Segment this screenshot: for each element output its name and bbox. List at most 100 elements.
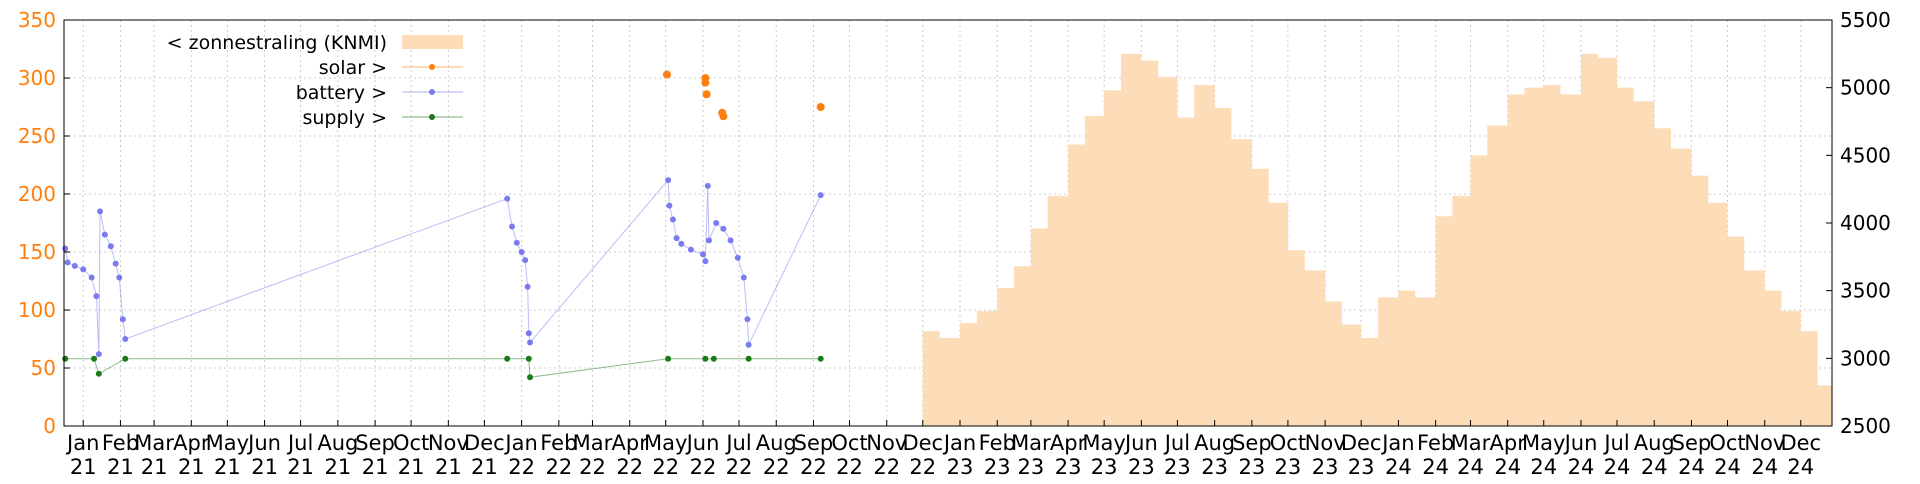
x-tick-label-year: 24 <box>1678 455 1705 479</box>
x-tick-label-year: 24 <box>1422 455 1449 479</box>
y-tick-label: 150 <box>18 240 56 264</box>
series-1 <box>662 70 825 121</box>
x-tick-label-year: 24 <box>1494 455 1521 479</box>
data-point <box>701 78 710 87</box>
data-point <box>95 370 102 377</box>
x-tick-label-month: Jun <box>685 431 720 455</box>
data-point <box>702 355 709 362</box>
series-line <box>64 178 822 355</box>
x-tick-label-year: 22 <box>508 455 535 479</box>
data-point <box>525 330 532 337</box>
data-point <box>504 355 511 362</box>
x-tick-label-month: Feb <box>979 431 1016 455</box>
series-layer <box>62 70 825 381</box>
data-point <box>702 90 711 99</box>
x-tick-label-month: Jul <box>1163 431 1190 455</box>
x-tick-label-month: Apr <box>173 431 210 455</box>
area-layer <box>922 53 1832 426</box>
data-point <box>62 245 69 252</box>
data-point <box>518 249 525 255</box>
x-tick-label-month: Apr <box>1490 431 1527 455</box>
x-tick-label-year: 22 <box>909 455 936 479</box>
data-point <box>817 192 824 199</box>
x-tick-label-month: Sep <box>794 431 834 455</box>
data-point <box>524 283 531 290</box>
x-tick-label-year: 22 <box>763 455 790 479</box>
x-tick-label-year: 22 <box>579 455 606 479</box>
data-point <box>704 182 711 189</box>
series-line <box>65 358 821 378</box>
y2-tick-label: 5500 <box>1840 8 1891 32</box>
x-tick-label-month: Oct <box>393 431 429 455</box>
x-tick-label-year: 24 <box>1457 455 1484 479</box>
x-tick-label-year: 21 <box>362 455 389 479</box>
x-tick-label-month: Oct <box>1709 431 1745 455</box>
x-tick-label-year: 21 <box>251 455 278 479</box>
x-tick-label-year: 22 <box>873 455 900 479</box>
y2-tick-label: 4500 <box>1840 143 1891 167</box>
x-tick-label-year: 23 <box>947 455 974 479</box>
x-tick-label-month: Aug <box>1194 431 1235 455</box>
x-tick-label-month: Mar <box>134 431 174 455</box>
data-point <box>527 339 534 346</box>
x-tick-label-month: Aug <box>756 431 797 455</box>
x-tick-label-month: Nov <box>1744 431 1785 455</box>
data-point <box>80 266 87 273</box>
x-tick-label-month: Dec <box>1341 431 1382 455</box>
data-point <box>666 202 673 209</box>
x-tick-label-month: Jan <box>503 431 537 455</box>
x-tick-label-year: 22 <box>726 455 753 479</box>
x-tick-label-year: 24 <box>1530 455 1557 479</box>
x-tick-label-month: Dec <box>902 431 943 455</box>
x-tick-label-month: Jun <box>246 431 281 455</box>
data-point <box>527 374 534 381</box>
data-point <box>816 103 825 111</box>
x-tick-label-month: Oct <box>831 431 867 455</box>
y-tick-label: 200 <box>18 182 56 206</box>
x-tick-label-month: Aug <box>317 431 358 455</box>
x-tick-label-month: Sep <box>1672 431 1712 455</box>
x-tick-label-year: 23 <box>984 455 1011 479</box>
legend-swatch <box>402 35 463 49</box>
x-tick-label-year: 22 <box>616 455 643 479</box>
x-tick-label-month: Apr <box>612 431 649 455</box>
data-point <box>91 355 98 362</box>
data-point <box>116 274 123 281</box>
x-tick-label-month: Nov <box>866 431 907 455</box>
x-tick-label-year: 23 <box>1091 455 1118 479</box>
x-tick-label-year: 23 <box>1128 455 1155 479</box>
y2-tick-label: 2500 <box>1840 414 1891 438</box>
x-tick-label-year: 22 <box>836 455 863 479</box>
data-point <box>727 237 734 244</box>
data-point <box>509 223 516 230</box>
x-tick-label-year: 21 <box>398 455 425 479</box>
data-point <box>71 262 78 269</box>
data-point <box>669 216 676 223</box>
x-tick-label-year: 23 <box>1348 455 1375 479</box>
data-point <box>119 316 126 323</box>
x-tick-label-month: Oct <box>1270 431 1306 455</box>
x-tick-label-month: Jan <box>1380 431 1414 455</box>
data-point <box>112 260 119 267</box>
x-tick-label-month: Jul <box>724 431 751 455</box>
x-tick-label-month: Nov <box>428 431 469 455</box>
data-point <box>122 355 129 362</box>
x-tick-label-month: Feb <box>102 431 139 455</box>
x-tick-label-year: 23 <box>1164 455 1191 479</box>
x-tick-label-year: 22 <box>652 455 679 479</box>
legend-label: < zonnestraling (KNMI) <box>167 32 387 54</box>
data-point <box>93 293 100 300</box>
data-point <box>665 355 672 362</box>
x-tick-label-month: Feb <box>540 431 577 455</box>
x-tick-label-year: 23 <box>1201 455 1228 479</box>
data-point <box>122 336 129 342</box>
x-tick-label-month: Mar <box>1451 431 1491 455</box>
legend-label: supply > <box>302 107 387 129</box>
legend-label: battery > <box>296 82 387 104</box>
x-tick-label-year: 23 <box>1055 455 1082 479</box>
data-point <box>522 257 529 264</box>
x-tick-label-month: May <box>1522 431 1565 455</box>
data-point <box>720 225 727 232</box>
x-tick-label-month: Sep <box>355 431 395 455</box>
y-tick-label: 300 <box>18 66 56 90</box>
